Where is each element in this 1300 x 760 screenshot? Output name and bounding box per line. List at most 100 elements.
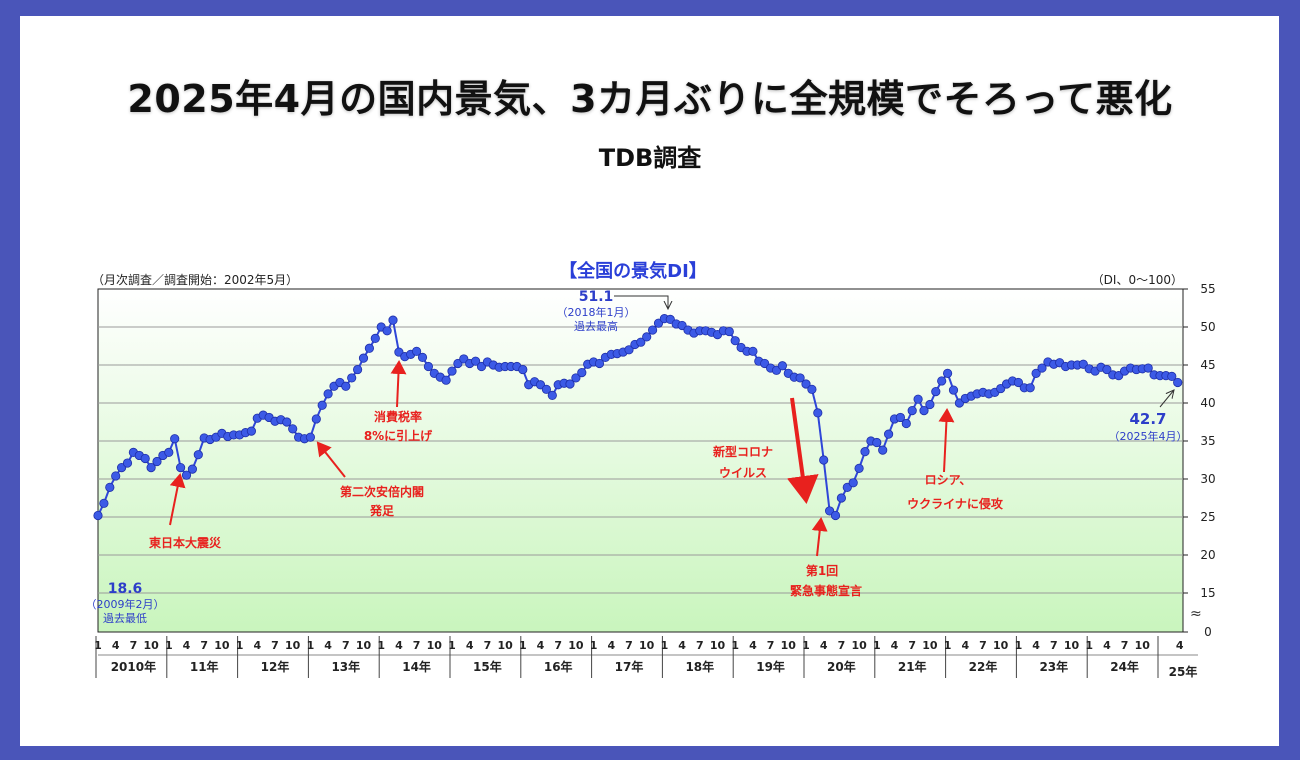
- data-point: [565, 379, 575, 389]
- year-label: 11年: [190, 659, 219, 674]
- month-tick-label: 7: [1050, 639, 1058, 652]
- month-tick-label: 7: [484, 639, 492, 652]
- month-tick-label: 4: [1103, 639, 1111, 652]
- y-tick-label: 25: [1200, 510, 1215, 524]
- month-tick-label: 7: [554, 639, 562, 652]
- latest-arrow: [1159, 390, 1174, 408]
- data-point: [919, 405, 929, 416]
- max-value: 51.1: [579, 289, 614, 305]
- data-point: [370, 333, 380, 343]
- data-point: [925, 399, 935, 410]
- max-date: （2018年1月）: [557, 305, 636, 319]
- quake-label: 東日本大震災: [149, 535, 222, 550]
- data-point: [105, 482, 115, 492]
- year-label: 19年: [756, 659, 785, 674]
- month-tick-label: 1: [165, 639, 173, 652]
- data-point: [1025, 383, 1035, 393]
- annotation-latest: 42.7 （2025年4月）: [1109, 390, 1188, 443]
- y-tick-label: 40: [1200, 396, 1215, 410]
- y-tick-label: 35: [1200, 434, 1215, 448]
- month-tick-label: 4: [607, 639, 615, 652]
- month-tick-label: 4: [395, 639, 403, 652]
- axis-break-icon: ≈: [1190, 606, 1202, 622]
- y-tick-label: 55: [1200, 282, 1215, 296]
- data-point: [1102, 364, 1112, 375]
- data-point: [931, 386, 941, 397]
- month-tick-label: 7: [979, 639, 987, 652]
- month-tick-label: 10: [639, 639, 655, 652]
- data-point: [164, 447, 174, 457]
- data-point: [724, 326, 734, 337]
- abe-arrow: [316, 441, 346, 478]
- month-tick-label: 10: [1135, 639, 1151, 652]
- month-tick-label: 1: [519, 639, 527, 652]
- month-tick-label: 10: [427, 639, 443, 652]
- data-point: [541, 384, 552, 394]
- data-point: [1037, 363, 1047, 373]
- data-point: [777, 361, 788, 371]
- month-tick-label: 1: [944, 639, 952, 652]
- month-tick-label: 10: [1064, 639, 1080, 652]
- data-point: [99, 498, 109, 508]
- chart-note-right: （DI、0～100）: [1092, 273, 1183, 287]
- month-tick-label: 10: [851, 639, 867, 652]
- month-tick-label: 4: [183, 639, 191, 652]
- data-point: [187, 464, 197, 474]
- data-point: [854, 463, 864, 473]
- data-point: [860, 447, 870, 457]
- month-tick-label: 10: [356, 639, 372, 652]
- month-tick-label: 7: [200, 639, 208, 652]
- data-point: [441, 375, 451, 385]
- month-tick-label: 4: [1032, 639, 1040, 652]
- year-label: 23年: [1039, 659, 1068, 674]
- abe-label: 第二次安倍内閣: [340, 484, 424, 499]
- month-tick-label: 1: [377, 639, 385, 652]
- month-tick-label: 1: [873, 639, 881, 652]
- data-point: [1143, 363, 1153, 373]
- data-point: [730, 336, 740, 346]
- page-subtitle: TDB調査: [598, 144, 702, 172]
- data-point: [636, 337, 646, 347]
- year-label: 25年: [1169, 664, 1198, 679]
- month-tick-label: 10: [993, 639, 1009, 652]
- data-point: [518, 364, 528, 375]
- annotation-abe: 第二次安倍内閣 発足: [316, 441, 424, 518]
- month-tick-label: 1: [661, 639, 669, 652]
- y-tick-label: 0: [1204, 625, 1212, 639]
- tax-arrow: [390, 360, 407, 408]
- abe-label-2: 発足: [369, 503, 394, 518]
- data-point: [624, 345, 634, 355]
- annotation-tax: 消費税率 8%に引上げ: [364, 360, 433, 443]
- data-point: [447, 366, 457, 376]
- data-point: [913, 394, 923, 404]
- data-point: [364, 343, 374, 353]
- covid-label: 新型コロナ: [713, 444, 773, 459]
- month-tick-label: 4: [466, 639, 474, 652]
- month-tick-label: 10: [497, 639, 513, 652]
- data-point: [647, 325, 658, 335]
- covid-arrow: [786, 397, 819, 504]
- annotation-min: 18.6 （2009年2月） 過去最低: [86, 581, 165, 625]
- year-label: 24年: [1110, 659, 1139, 674]
- month-tick-label: 1: [1015, 639, 1023, 652]
- data-point: [347, 373, 357, 383]
- data-point: [807, 384, 817, 394]
- data-point: [417, 352, 428, 362]
- annotation-emergency: 第1回 緊急事態宣言: [790, 517, 862, 598]
- month-tick-label: 1: [731, 639, 739, 652]
- data-point: [577, 367, 587, 378]
- month-tick-label: 1: [307, 639, 315, 652]
- data-point: [388, 315, 398, 325]
- month-tick-label: 1: [94, 639, 102, 652]
- month-tick-label: 4: [1176, 639, 1184, 652]
- month-tick-label: 1: [590, 639, 598, 652]
- data-point: [323, 389, 333, 399]
- month-tick-label: 4: [537, 639, 545, 652]
- year-label: 14年: [402, 659, 431, 674]
- data-point: [1173, 377, 1183, 388]
- month-tick-label: 4: [749, 639, 757, 652]
- data-point: [170, 434, 180, 444]
- quake-arrow: [169, 473, 186, 526]
- month-tick-label: 10: [781, 639, 797, 652]
- data-point: [901, 418, 911, 429]
